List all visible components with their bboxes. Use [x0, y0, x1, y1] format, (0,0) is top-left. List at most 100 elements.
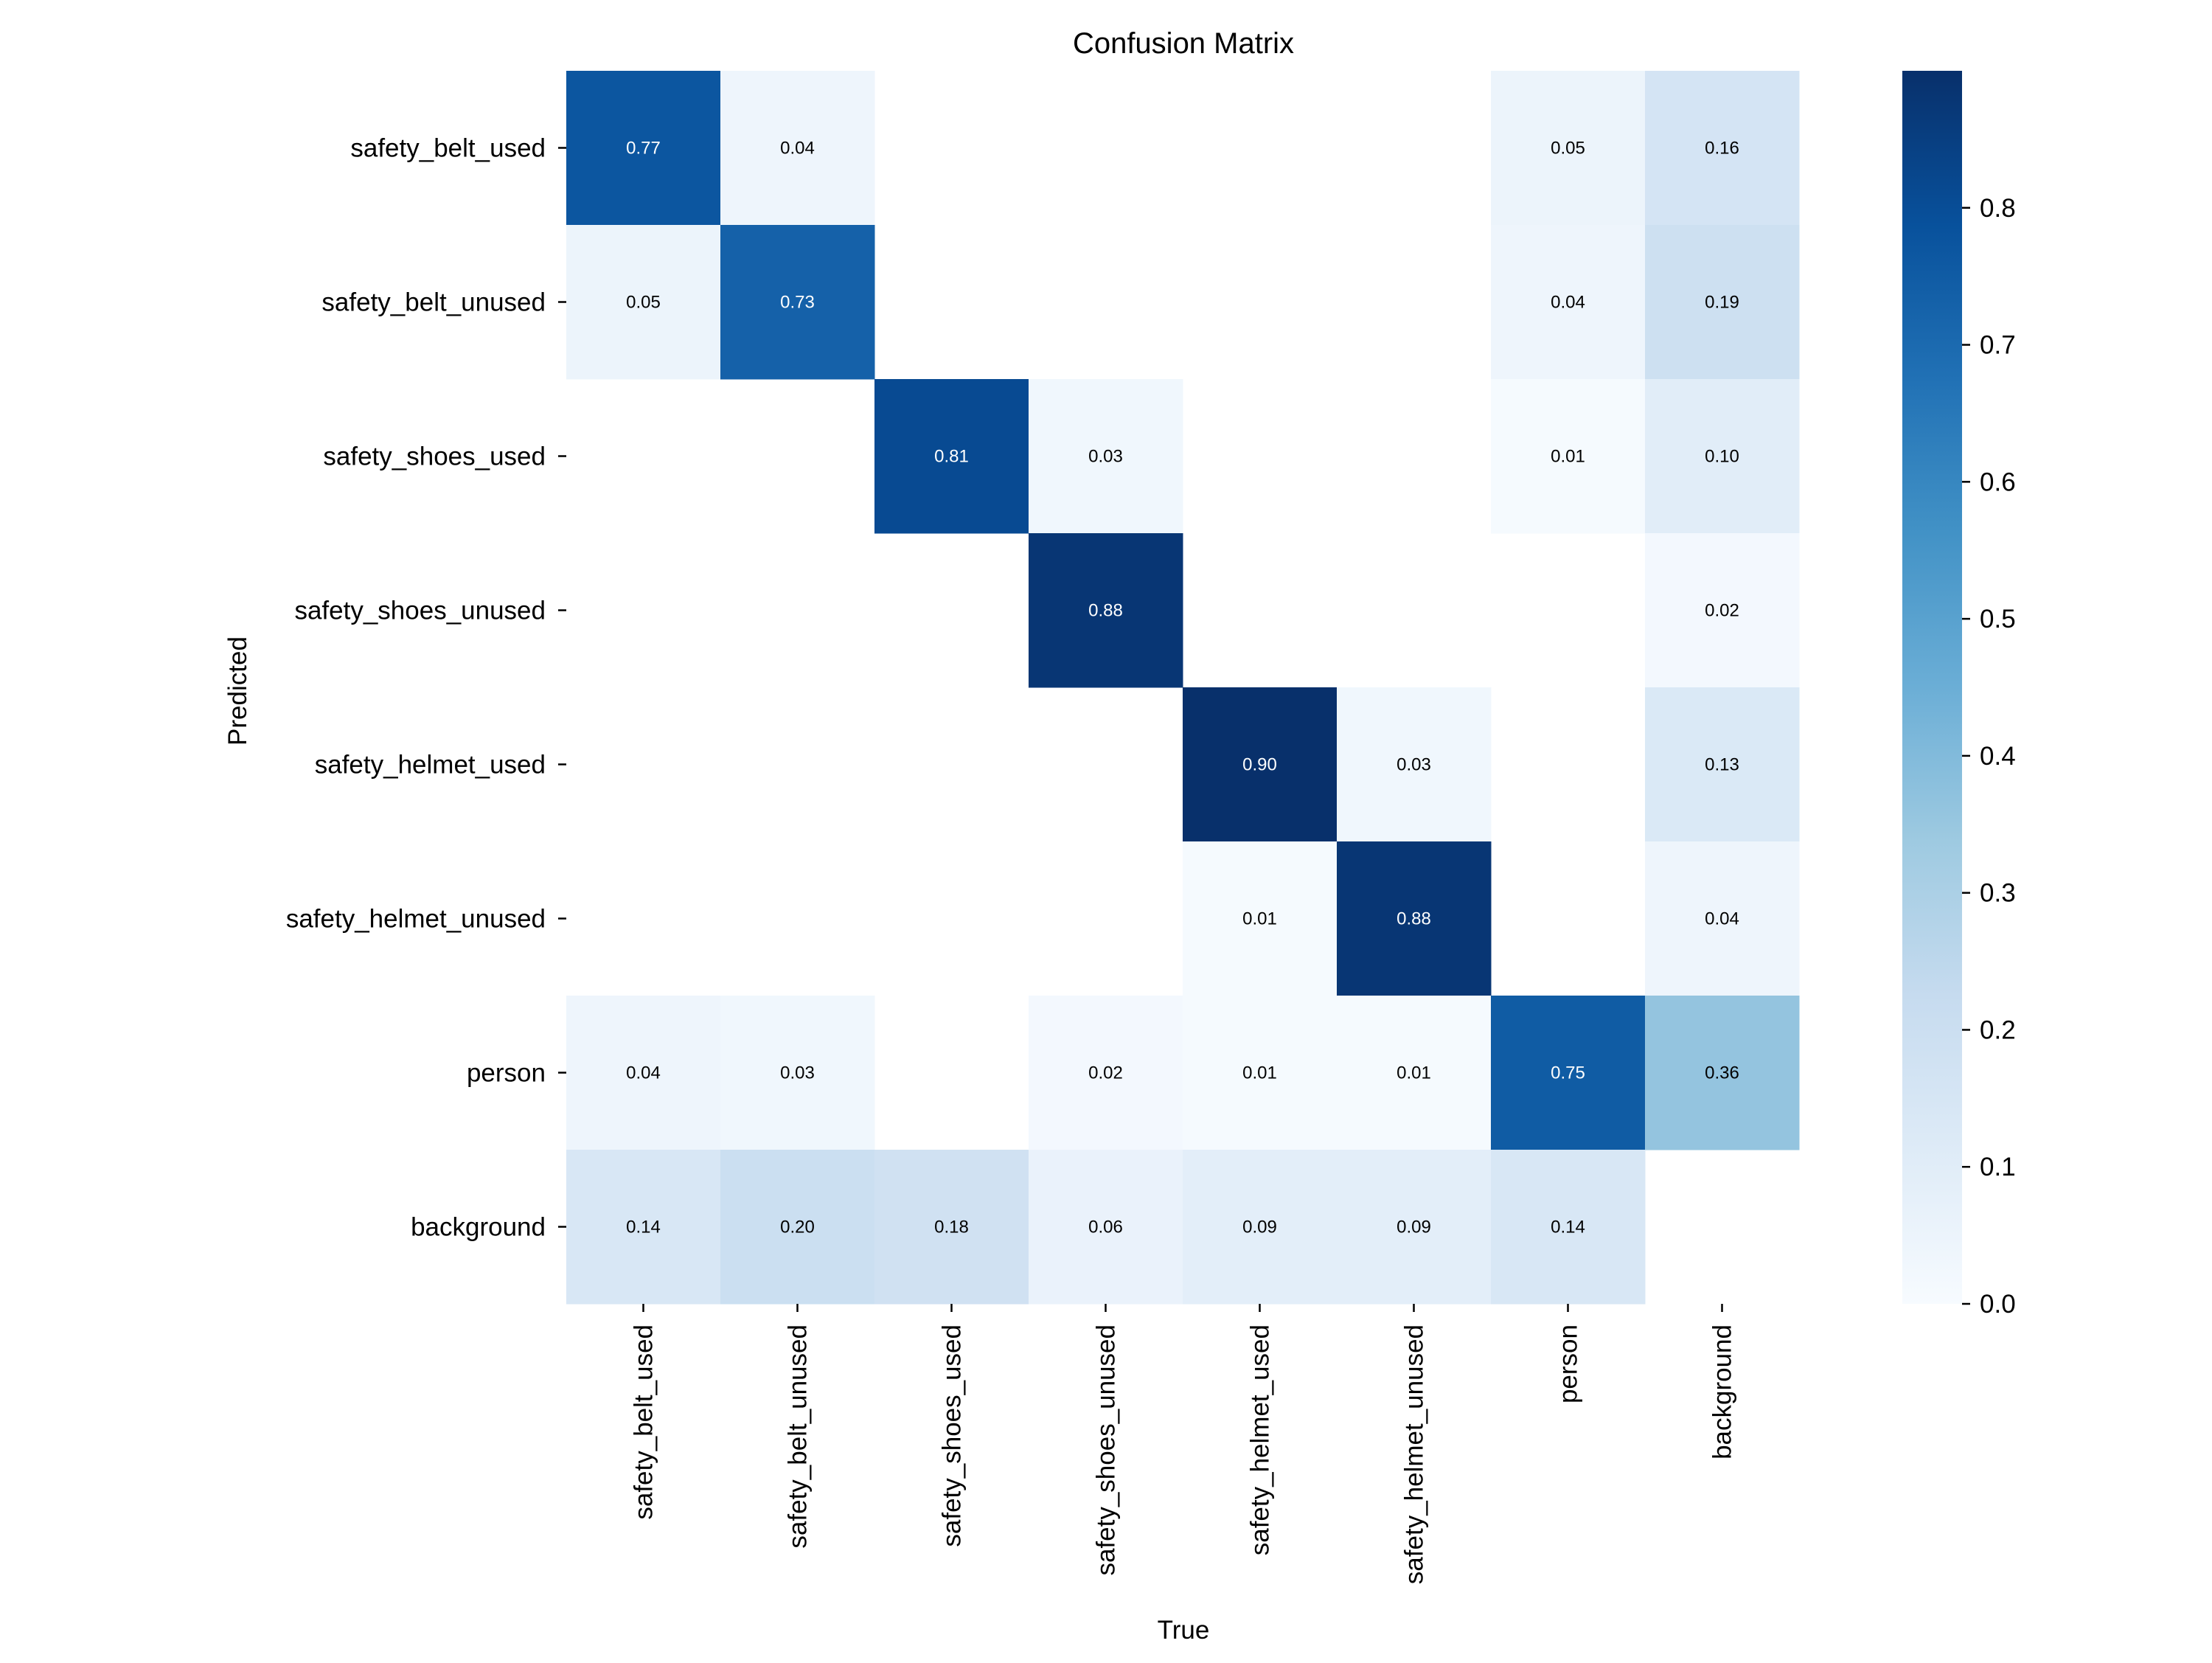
- heatmap-cell: [1645, 996, 1800, 1150]
- heatmap-cell: [1491, 996, 1646, 1150]
- heatmap-cell-value: 0.14: [626, 1218, 661, 1237]
- heatmap-cell-value: 0.03: [1088, 447, 1123, 467]
- heatmap-cell-value: 0.88: [1088, 601, 1123, 621]
- heatmap-cell-value: 0.02: [1088, 1063, 1123, 1083]
- heatmap-cell: [720, 71, 875, 226]
- heatmap-cell: [1645, 841, 1800, 996]
- heatmap-cell-value: 0.10: [1705, 447, 1739, 467]
- heatmap-cell: [1645, 225, 1800, 380]
- heatmap-cell: [720, 225, 875, 380]
- heatmap-cell: [1645, 71, 1800, 226]
- x-tick-label: safety_shoes_unused: [1092, 1325, 1121, 1576]
- x-tick-label: safety_helmet_used: [1246, 1325, 1275, 1555]
- heatmap-cell-value: 0.16: [1705, 139, 1739, 159]
- y-tick-label: background: [411, 1213, 546, 1242]
- colorbar-tick-label: 0.8: [1980, 194, 2016, 223]
- heatmap-cell-value: 0.04: [780, 139, 815, 159]
- colorbar-tick-label: 0.3: [1980, 879, 2016, 908]
- heatmap-cell-value: 0.01: [1397, 1063, 1431, 1083]
- colorbar-tick-label: 0.2: [1980, 1015, 2016, 1044]
- heatmap-cell: [1491, 225, 1646, 380]
- chart-title: Confusion Matrix: [1073, 27, 1294, 60]
- heatmap-cell: [566, 71, 721, 226]
- heatmap-cell-labels: 0.77 0.04 0.05 0.16 0.05 0.73 0.04 0.19 0.81 0.03…: [626, 139, 1739, 1237]
- heatmap-cells: [566, 71, 1800, 1305]
- x-tick-label: safety_shoes_used: [938, 1325, 967, 1547]
- x-axis-label: True: [1158, 1616, 1210, 1645]
- colorbar-tick-label: 0.5: [1980, 605, 2016, 633]
- y-axis-label: Predicted: [223, 636, 252, 746]
- heatmap-cell: [1183, 996, 1338, 1150]
- y-tick-label: safety_helmet_unused: [286, 905, 546, 934]
- heatmap-cell: [874, 379, 1029, 534]
- heatmap-cell: [1645, 533, 1800, 688]
- heatmap-cell: [720, 1150, 875, 1305]
- heatmap-cell: [1029, 533, 1183, 688]
- heatmap-cell-value: 0.03: [780, 1063, 815, 1083]
- colorbar-tick-label: 0.1: [1980, 1153, 2016, 1181]
- x-axis-ticks: safety_belt_used safety_belt_unused safety…: [630, 1304, 1737, 1584]
- heatmap-cell-value: 0.01: [1551, 447, 1585, 467]
- heatmap-cell-value: 0.14: [1551, 1218, 1585, 1237]
- heatmap-cell-value: 0.06: [1088, 1218, 1123, 1237]
- y-tick-label: safety_shoes_unused: [294, 597, 546, 625]
- heatmap-cell-value: 0.88: [1397, 909, 1431, 929]
- heatmap-cell: [566, 1150, 721, 1305]
- colorbar-tick-label: 0.0: [1980, 1290, 2016, 1319]
- heatmap-cell-value: 0.18: [934, 1218, 969, 1237]
- heatmap-cell-value: 0.90: [1242, 755, 1277, 775]
- colorbar-gradient: [1902, 71, 1962, 1304]
- heatmap-cell-value: 0.81: [934, 447, 969, 467]
- heatmap-cell: [566, 225, 721, 380]
- heatmap-cell: [1029, 379, 1183, 534]
- y-tick-label: safety_helmet_used: [315, 751, 546, 780]
- colorbar-tick-label: 0.7: [1980, 331, 2016, 360]
- heatmap-cell-value: 0.77: [626, 139, 661, 159]
- heatmap-cell: [1337, 1150, 1492, 1305]
- heatmap-cell: [1183, 1150, 1338, 1305]
- heatmap-cell: [720, 996, 875, 1150]
- heatmap-cell: [874, 1150, 1029, 1305]
- heatmap-cell: [1029, 1150, 1183, 1305]
- heatmap-cell: [1337, 841, 1492, 996]
- heatmap-cell-value: 0.73: [780, 293, 815, 313]
- heatmap-cell-value: 0.04: [626, 1063, 661, 1083]
- heatmap-cell-value: 0.09: [1397, 1218, 1431, 1237]
- heatmap-cell: [1645, 687, 1800, 842]
- heatmap-cell-value: 0.09: [1242, 1218, 1277, 1237]
- y-tick-label: person: [467, 1059, 546, 1088]
- heatmap-cell-value: 0.01: [1242, 909, 1277, 929]
- heatmap-cell-value: 0.75: [1551, 1063, 1585, 1083]
- heatmap-cell: [566, 996, 721, 1150]
- heatmap-cell-value: 0.02: [1705, 601, 1739, 621]
- heatmap-cell-value: 0.36: [1705, 1063, 1739, 1083]
- x-tick-label: safety_belt_used: [630, 1325, 658, 1520]
- heatmap-cell-value: 0.04: [1705, 909, 1739, 929]
- heatmap-cell: [1029, 996, 1183, 1150]
- y-axis-ticks: safety_belt_used safety_belt_unusedsafety…: [286, 134, 566, 1242]
- heatmap-cell-value: 0.04: [1551, 293, 1585, 313]
- x-tick-label: safety_belt_unused: [784, 1325, 813, 1549]
- heatmap-cell: [1183, 687, 1338, 842]
- colorbar-tick-label: 0.4: [1980, 742, 2016, 771]
- heatmap-cell-value: 0.05: [1551, 139, 1585, 159]
- heatmap-cell: [1183, 841, 1338, 996]
- heatmap-cell-value: 0.03: [1397, 755, 1431, 775]
- y-tick-label: safety_belt_unused: [321, 288, 546, 317]
- heatmap-cell-value: 0.13: [1705, 755, 1739, 775]
- heatmap-cell: [1645, 379, 1800, 534]
- heatmap-cell: [1337, 687, 1492, 842]
- heatmap-cell: [1491, 71, 1646, 226]
- heatmap-cell-value: 0.19: [1705, 293, 1739, 313]
- x-tick-label: person: [1554, 1325, 1583, 1403]
- heatmap-cell: [1491, 379, 1646, 534]
- heatmap-cell: [1337, 996, 1492, 1150]
- x-tick-label: safety_helmet_unused: [1400, 1325, 1429, 1584]
- y-tick-label: safety_shoes_used: [323, 442, 546, 471]
- heatmap-cell-value: 0.05: [626, 293, 661, 313]
- colorbar: 0.0 0.1 0.2 0.3 0.4 0.5 0.6 0.7 0.8: [1902, 71, 2016, 1319]
- colorbar-tick-label: 0.6: [1980, 468, 2016, 496]
- heatmap-cell: [1491, 1150, 1646, 1305]
